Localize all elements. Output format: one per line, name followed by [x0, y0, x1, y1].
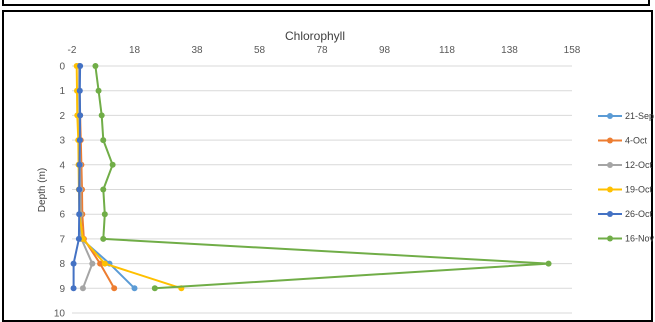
data-point: [95, 87, 102, 94]
series-21-Sep: [76, 63, 138, 292]
data-point: [100, 137, 107, 144]
y-tick-label: 2: [59, 111, 65, 122]
data-point: [76, 87, 83, 94]
data-point: [76, 161, 83, 168]
chart-frame: [2, 10, 653, 322]
y-tick-label: 0: [59, 62, 65, 73]
x-axis-ticks: -2 18 38 58 78 98 118 138 158: [68, 45, 581, 56]
data-point: [77, 63, 84, 69]
data-point: [100, 186, 107, 193]
data-point: [545, 260, 552, 267]
series-4-Oct: [76, 63, 118, 292]
data-point: [131, 285, 138, 292]
upper-panel-frame: [2, 0, 650, 6]
legend-swatch-marker: [607, 113, 613, 119]
data-point: [111, 285, 118, 292]
legend-item: 4-Oct: [598, 136, 648, 146]
x-tick-label: 138: [501, 45, 518, 56]
data-point: [79, 285, 86, 292]
y-axis-ticks: 0 1 2 3 4 5 6 7 8 9 10: [54, 62, 66, 320]
legend-label: 4-Oct: [625, 136, 648, 146]
legend-item: 12-Oct: [598, 160, 653, 170]
legend: 21-Sep 4-Oct 12-Oct 19-Oct 26-Oct 16-Nov: [598, 111, 655, 244]
x-tick-label: 38: [191, 45, 203, 56]
chart-title: Chlorophyll: [285, 29, 345, 43]
data-point: [151, 285, 158, 292]
data-point: [70, 260, 77, 267]
legend-swatch-marker: [607, 137, 613, 144]
data-point: [76, 211, 83, 218]
series-line: [78, 66, 94, 289]
x-tick-label: 118: [439, 45, 455, 56]
data-point: [75, 235, 82, 242]
y-tick-label: 7: [59, 234, 65, 245]
data-point: [101, 260, 108, 267]
y-tick-label: 6: [59, 210, 65, 221]
data-point: [76, 137, 83, 144]
x-tick-label: -2: [68, 45, 77, 56]
y-tick-label: 3: [59, 136, 65, 147]
y-tick-label: 9: [59, 284, 65, 295]
legend-swatch-marker: [607, 186, 613, 193]
series-lines: [70, 63, 552, 292]
legend-swatch-marker: [607, 235, 613, 242]
data-point: [92, 63, 99, 69]
legend-swatch-marker: [607, 211, 613, 217]
y-tick-label: 1: [59, 86, 65, 97]
legend-label: 26-Oct: [625, 209, 653, 219]
legend-label: 12-Oct: [625, 160, 653, 170]
x-tick-label: 98: [379, 45, 391, 56]
series-line: [72, 65, 82, 289]
y-tick-label: 4: [59, 160, 65, 171]
legend-item: 21-Sep: [598, 111, 654, 121]
y-tick-label: 10: [54, 309, 66, 320]
data-point: [70, 285, 77, 292]
y-tick-label: 5: [59, 185, 65, 196]
legend-label: 21-Sep: [625, 111, 654, 121]
legend-item: 19-Oct: [598, 185, 653, 195]
legend-swatch-marker: [607, 162, 613, 168]
data-point: [97, 260, 104, 267]
series-16-Nov: [92, 63, 552, 292]
data-point: [109, 161, 116, 168]
gridlines: [72, 65, 572, 314]
legend-label: 19-Oct: [625, 185, 653, 195]
data-point: [100, 235, 107, 242]
x-tick-label: 78: [316, 45, 328, 56]
y-axis-label: Depth (m): [37, 168, 48, 212]
legend-item: 16-Nov: [598, 234, 655, 244]
data-point: [101, 211, 108, 218]
series-26-Oct: [70, 63, 84, 292]
series-line: [75, 65, 182, 290]
y-tick-label: 8: [59, 259, 65, 270]
x-tick-label: 158: [564, 45, 581, 56]
data-point: [89, 260, 96, 267]
legend-item: 26-Oct: [598, 209, 653, 219]
x-tick-label: 18: [129, 45, 141, 56]
data-point: [98, 112, 105, 119]
legend-label: 16-Nov: [625, 234, 655, 244]
x-tick-label: 58: [254, 45, 266, 56]
series-line: [94, 65, 550, 290]
data-point: [76, 186, 83, 193]
data-point: [77, 112, 84, 119]
